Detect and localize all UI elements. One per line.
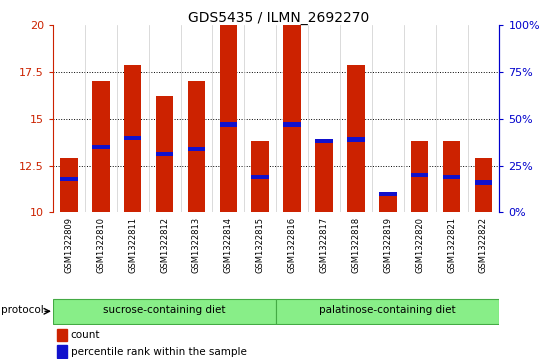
Text: GSM1322822: GSM1322822 (479, 216, 488, 273)
Text: GSM1322821: GSM1322821 (447, 216, 456, 273)
Bar (315, 143, 333, 212)
Bar (53, 299, 276, 323)
Bar (57, 329, 68, 341)
Bar (187, 81, 205, 212)
Bar (347, 137, 365, 142)
Text: GSM1322809: GSM1322809 (65, 216, 74, 273)
Text: GSM1322811: GSM1322811 (128, 216, 137, 273)
Bar (252, 175, 269, 179)
Text: GSM1322815: GSM1322815 (256, 216, 264, 273)
Bar (283, 122, 301, 127)
Text: GSM1322820: GSM1322820 (415, 216, 424, 273)
Text: count: count (71, 330, 100, 340)
Bar (156, 97, 174, 212)
Bar (220, 25, 237, 212)
Bar (443, 175, 460, 179)
Bar (475, 158, 492, 212)
Bar (57, 345, 68, 358)
Bar (315, 139, 333, 143)
Text: palatinose-containing diet: palatinose-containing diet (320, 305, 456, 315)
Bar (124, 65, 142, 212)
Bar (283, 25, 301, 212)
Text: percentile rank within the sample: percentile rank within the sample (71, 347, 247, 356)
Bar (379, 192, 397, 212)
Bar (276, 299, 499, 323)
Text: GSM1322812: GSM1322812 (160, 216, 169, 273)
Bar (60, 177, 78, 181)
Bar (187, 147, 205, 151)
Text: GSM1322814: GSM1322814 (224, 216, 233, 273)
Bar (92, 81, 109, 212)
Text: GSM1322819: GSM1322819 (383, 216, 392, 273)
Bar (124, 135, 142, 140)
Bar (379, 192, 397, 196)
Bar (252, 141, 269, 212)
Bar (443, 141, 460, 212)
Bar (411, 141, 429, 212)
Text: GSM1322817: GSM1322817 (320, 216, 329, 273)
Text: GDS5435 / ILMN_2692270: GDS5435 / ILMN_2692270 (189, 11, 369, 25)
Bar (411, 173, 429, 177)
Text: GSM1322816: GSM1322816 (288, 216, 297, 273)
Bar (92, 145, 109, 149)
Bar (475, 180, 492, 184)
Text: GSM1322810: GSM1322810 (97, 216, 105, 273)
Text: sucrose-containing diet: sucrose-containing diet (103, 305, 226, 315)
Bar (156, 152, 174, 156)
Text: protocol: protocol (1, 305, 44, 315)
Text: GSM1322813: GSM1322813 (192, 216, 201, 273)
Text: GSM1322818: GSM1322818 (352, 216, 360, 273)
Bar (220, 122, 237, 127)
Bar (347, 65, 365, 212)
Bar (60, 158, 78, 212)
